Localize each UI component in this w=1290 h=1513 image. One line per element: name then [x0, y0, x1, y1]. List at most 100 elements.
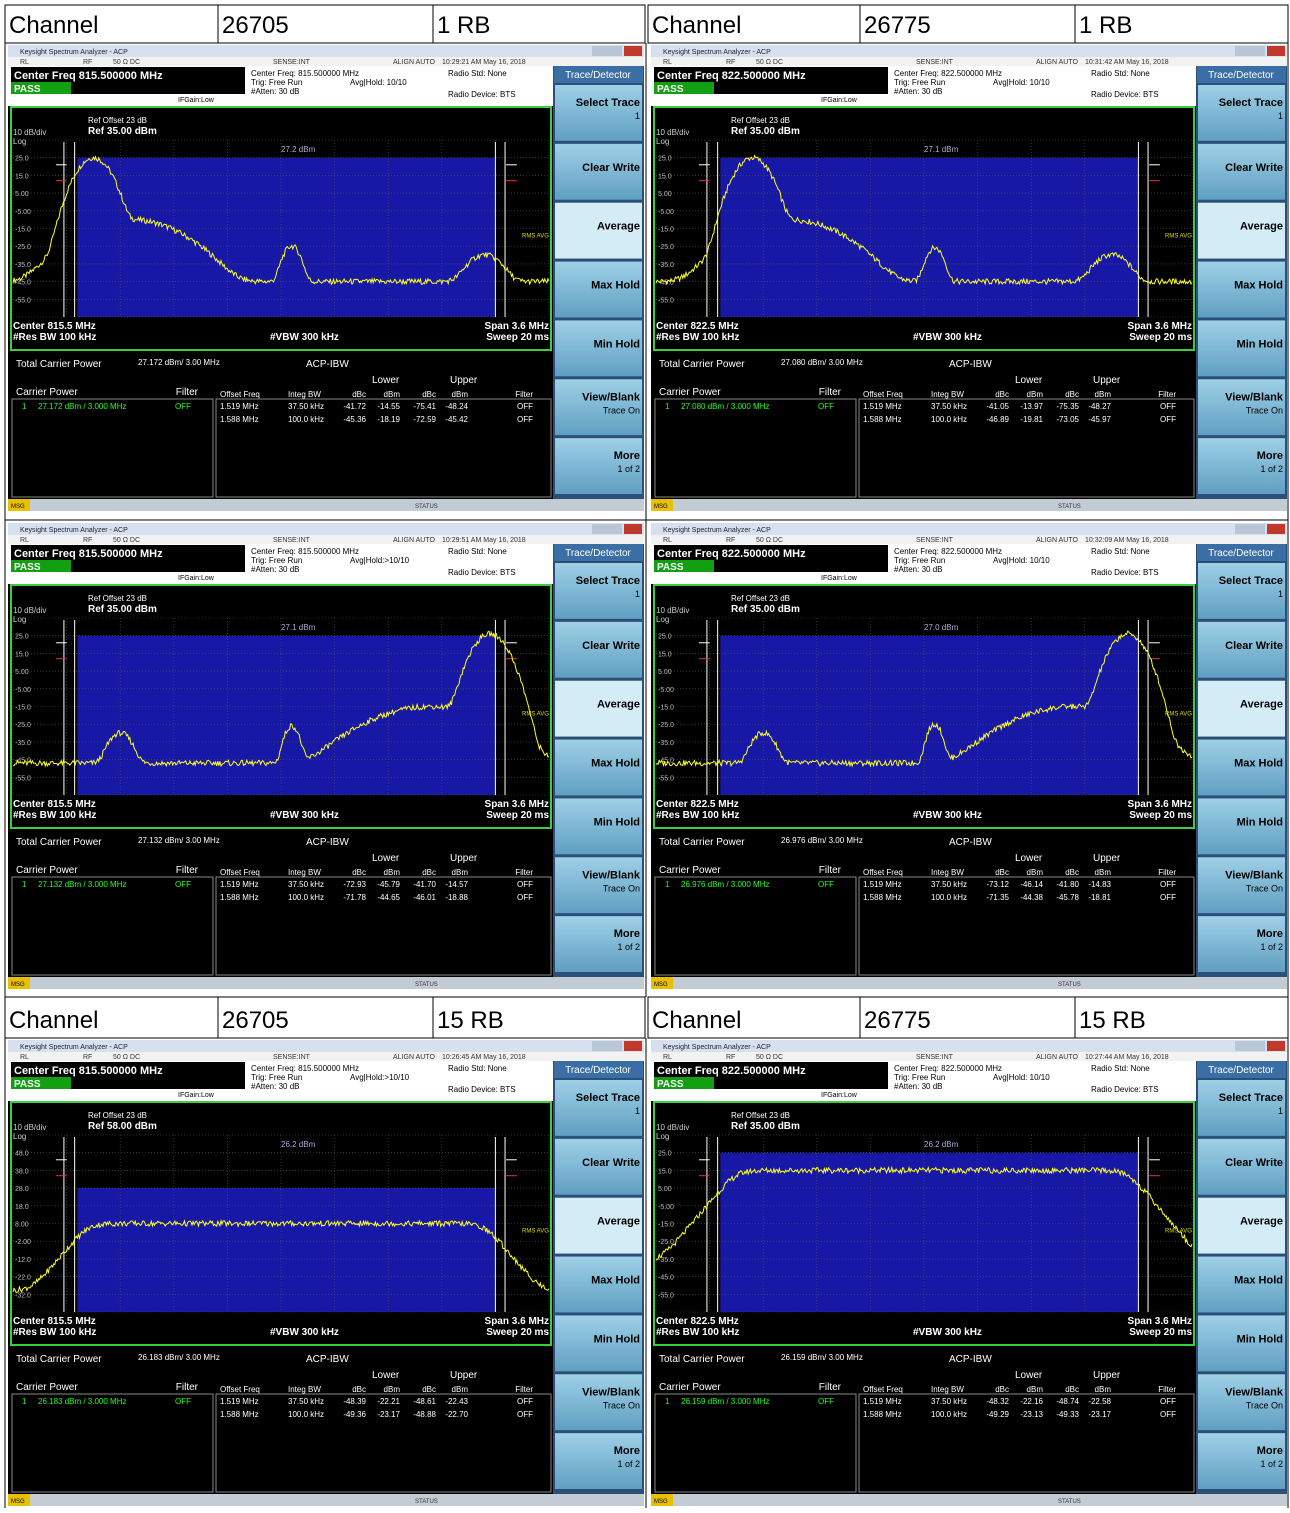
- table-header: dBm: [1027, 868, 1044, 877]
- y-axis-label: -45.0: [658, 758, 674, 765]
- status: STATUS: [1058, 504, 1081, 510]
- table-cell: OFF: [1160, 415, 1176, 424]
- channel-band: [77, 1188, 496, 1312]
- vbw: #VBW 300 kHz: [270, 332, 339, 343]
- window-close: [624, 46, 642, 56]
- softkey[interactable]: [555, 143, 642, 200]
- softkey[interactable]: [1198, 1197, 1285, 1254]
- y-axis-label: -5.00: [658, 687, 674, 694]
- table-cell: -45.78: [1056, 893, 1079, 902]
- softkey-title-bar: [1197, 544, 1286, 561]
- softkey[interactable]: [1198, 1080, 1285, 1136]
- table-cell: -72.93: [343, 880, 366, 889]
- trig: Trig: Free Run: [251, 1073, 302, 1082]
- table-cell: OFF: [1160, 402, 1176, 411]
- softkey[interactable]: [555, 1256, 642, 1313]
- softkey[interactable]: [555, 379, 642, 436]
- table-header: dBm: [1095, 390, 1112, 399]
- softkey[interactable]: [1198, 438, 1285, 494]
- detector: RMS AVG: [522, 233, 549, 239]
- table-cell: 1.519 MHz: [220, 402, 259, 411]
- window-min: [592, 46, 622, 56]
- softkey[interactable]: [1198, 621, 1285, 678]
- softkey[interactable]: [1198, 1315, 1285, 1372]
- softkey-title: Trace/Detector: [1208, 1065, 1274, 1076]
- softkey[interactable]: [1198, 261, 1285, 318]
- softkey[interactable]: [555, 1138, 642, 1195]
- table-cell: 37.50 kHz: [288, 402, 324, 411]
- softkey-label: Clear Write: [1225, 1157, 1283, 1169]
- softkey[interactable]: [1198, 1433, 1285, 1489]
- center-freq-title: Center Freq 815.500000 MHz: [14, 548, 163, 560]
- ref-level: Ref 35.00 dBm: [88, 604, 157, 615]
- softkey[interactable]: [555, 1433, 642, 1489]
- window-min: [592, 524, 622, 534]
- softkey[interactable]: [1198, 563, 1285, 619]
- y-axis-label: -55.0: [658, 297, 674, 304]
- carrier-box: [654, 1393, 857, 1493]
- sweep: Sweep 20 ms: [1129, 810, 1192, 821]
- table-cell: -48.32: [986, 1397, 1009, 1406]
- table-header: dBm: [452, 390, 469, 399]
- softkey[interactable]: [555, 202, 642, 259]
- softkey[interactable]: [1198, 320, 1285, 377]
- softkey-label: Min Hold: [1237, 338, 1283, 350]
- softkey-label: View/Blank: [1225, 1386, 1284, 1398]
- status-item: 50 Ω DC: [113, 1054, 140, 1061]
- softkey[interactable]: [1198, 1138, 1285, 1195]
- softkey[interactable]: [555, 857, 642, 914]
- carrier-row-cell: 1: [22, 402, 27, 411]
- softkey[interactable]: [555, 563, 642, 619]
- status-item: ALIGN AUTO: [393, 537, 435, 544]
- radio-std: Radio Std: None: [1091, 547, 1150, 556]
- header-cell: 26705: [222, 1007, 289, 1034]
- softkey[interactable]: [1198, 1256, 1285, 1313]
- table-cell: 1.588 MHz: [863, 1410, 902, 1419]
- lower-group: Lower: [1015, 853, 1043, 864]
- status-item: RL: [663, 59, 672, 66]
- softkey[interactable]: [555, 916, 642, 972]
- header-cell-row: [4, 996, 646, 1039]
- softkey[interactable]: [1198, 1374, 1285, 1431]
- softkey[interactable]: [555, 1315, 642, 1372]
- softkey[interactable]: [1198, 202, 1285, 259]
- analyzer-panel: Keysight Spectrum Analyzer - ACP RL RF 50 Ω…: [651, 523, 1287, 989]
- msg: MSG: [654, 982, 668, 988]
- softkey[interactable]: [555, 438, 642, 494]
- softkey[interactable]: [1198, 798, 1285, 855]
- softkey[interactable]: [555, 1374, 642, 1431]
- softkey[interactable]: [1198, 143, 1285, 200]
- softkey[interactable]: [1198, 85, 1285, 141]
- table-cell: 100.0 kHz: [288, 1410, 324, 1419]
- softkey[interactable]: [555, 680, 642, 737]
- y-axis-label: -35.0: [658, 1257, 674, 1264]
- softkey[interactable]: [555, 1197, 642, 1254]
- upper-group: Upper: [450, 1370, 478, 1381]
- softkey[interactable]: [555, 621, 642, 678]
- y-axis-label: 25.0: [658, 634, 672, 641]
- table-box: [858, 1393, 1195, 1493]
- softkey[interactable]: [555, 261, 642, 318]
- status-bar: [651, 1494, 1287, 1506]
- softkey[interactable]: [1198, 739, 1285, 796]
- y-axis-label: -35.0: [658, 262, 674, 269]
- softkey[interactable]: [1198, 857, 1285, 914]
- softkey[interactable]: [1198, 680, 1285, 737]
- y-axis-label: -5.00: [15, 209, 31, 216]
- softkey[interactable]: [555, 798, 642, 855]
- softkey[interactable]: [555, 320, 642, 377]
- table-cell: -48.27: [1088, 402, 1111, 411]
- table-cell: -14.55: [377, 402, 400, 411]
- softkey[interactable]: [555, 1080, 642, 1136]
- softkey-label: Min Hold: [594, 338, 640, 350]
- softkey-label: More: [614, 1445, 640, 1457]
- softkey[interactable]: [555, 739, 642, 796]
- softkey[interactable]: [1198, 916, 1285, 972]
- table-cell: 37.50 kHz: [931, 1397, 967, 1406]
- softkey-label: Select Trace: [576, 1092, 640, 1104]
- center-freq-setting: Center Freq: 822.500000 MHz: [894, 547, 1002, 556]
- softkey[interactable]: [555, 85, 642, 141]
- softkey[interactable]: [1198, 379, 1285, 436]
- status-item: RF: [726, 537, 735, 544]
- status-item: RF: [726, 59, 735, 66]
